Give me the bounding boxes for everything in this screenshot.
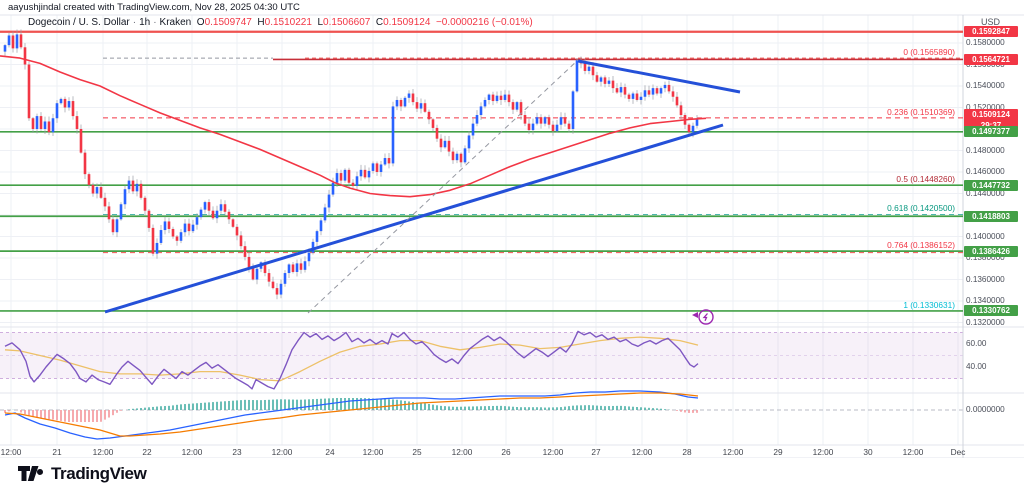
open-label: O	[196, 17, 205, 28]
price-axis-unit-label: USD	[981, 17, 1001, 27]
symbol-legend[interactable]: Dogecoin / U. S. Dollar · 1h · Kraken O0.150…	[28, 17, 533, 28]
legend-separator: ·	[153, 17, 157, 28]
legend-separator: ·	[132, 17, 137, 28]
exchange-label: Kraken	[159, 17, 192, 28]
replay-cursor-icon	[692, 309, 714, 325]
change-value: −0.0000216 (−0.01%)	[435, 17, 533, 28]
close-label: C	[375, 17, 384, 28]
tv-logo-icon	[18, 466, 43, 481]
tradingview-logo[interactable]: TradingView	[18, 464, 147, 484]
low-value: 0.1506607	[323, 17, 371, 28]
symbol-title[interactable]: Dogecoin / U. S. Dollar	[28, 17, 130, 28]
chart-canvas[interactable]	[0, 0, 1024, 458]
footer-strip: TradingView	[0, 458, 1024, 493]
tv-logo-text: TradingView	[51, 464, 147, 483]
interval-label: 1h	[139, 17, 151, 28]
close-value: 0.1509124	[383, 17, 431, 28]
open-value: 0.1509747	[204, 17, 252, 28]
low-label: L	[317, 17, 324, 28]
attribution-text: aayushjindal created with TradingView.co…	[8, 2, 300, 13]
high-value: 0.1510221	[264, 17, 312, 28]
high-label: H	[257, 17, 265, 28]
